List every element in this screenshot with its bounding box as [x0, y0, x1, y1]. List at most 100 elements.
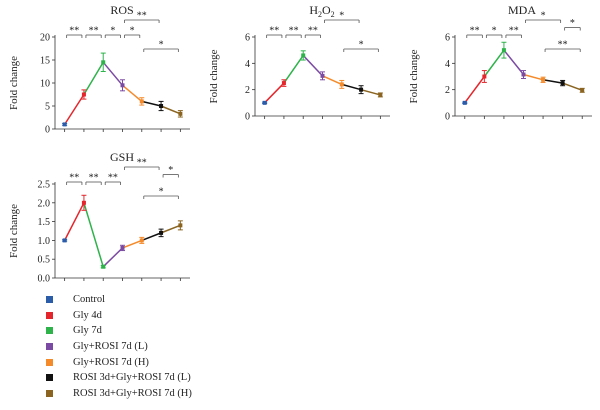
series-segment [483, 49, 505, 77]
data-point [101, 60, 106, 65]
y-tick-label: 20 [40, 33, 50, 44]
y-axis-label: Fold change [8, 56, 20, 110]
legend-label: Gly+ROSI 7d (H) [73, 356, 149, 368]
series-segment [102, 247, 124, 268]
y-tick-label: 0 [245, 112, 250, 123]
data-point [521, 72, 526, 77]
legend-item: Gly 7d [46, 323, 192, 339]
y-axis-label: Fold change [408, 49, 420, 103]
data-point [541, 77, 546, 82]
significance-label: * [159, 40, 164, 51]
y-tick-label: 0.5 [38, 255, 51, 266]
data-point [139, 238, 144, 243]
data-point [339, 82, 344, 87]
series-segment [464, 76, 485, 104]
chart-title: H2O2 [309, 3, 334, 19]
series-segment [322, 75, 343, 86]
chart-title: GSH [110, 150, 134, 164]
significance-label: * [168, 165, 173, 176]
y-tick-label: 0 [445, 112, 450, 123]
data-point [101, 264, 106, 269]
y-tick-label: 2 [445, 85, 450, 96]
chart-title: ROS [110, 3, 133, 17]
legend-label: Gly+ROSI 7d (L) [73, 341, 148, 353]
y-tick-label: 1.5 [38, 217, 51, 228]
series-segment [562, 82, 583, 92]
y-tick-label: 2 [245, 85, 250, 96]
series-segment [83, 202, 104, 267]
data-point [178, 111, 183, 116]
y-tick-label: 1.0 [38, 236, 51, 247]
data-point [81, 92, 86, 97]
legend-label: ROSI 3d+Gly+ROSI 7d (H) [73, 387, 192, 399]
significance-label: ** [289, 26, 299, 37]
legend-label: Gly 7d [73, 325, 102, 337]
legend-swatch [46, 389, 53, 397]
significance-label: ** [558, 40, 568, 51]
data-point [482, 74, 487, 79]
data-point [281, 81, 286, 86]
y-tick-label: 6 [245, 33, 250, 44]
significance-label: ** [470, 26, 480, 37]
data-point [378, 92, 383, 97]
series-segment [264, 82, 285, 104]
significance-label: * [110, 26, 115, 37]
data-point [159, 104, 164, 108]
y-tick-label: 0.0 [38, 274, 51, 285]
data-point [120, 245, 125, 250]
significance-label: ** [69, 173, 79, 184]
legend-swatch [46, 296, 53, 304]
legend-item: Gly+ROSI 7d (L) [46, 339, 192, 355]
series-segment [160, 105, 181, 115]
series-segment [122, 84, 143, 102]
significance-label: * [130, 26, 135, 37]
y-axis-label: Fold change [208, 49, 220, 103]
legend-swatch [46, 374, 53, 382]
data-point [501, 48, 506, 53]
data-point [359, 87, 364, 92]
y-tick-label: 2.0 [38, 198, 51, 209]
y-tick-label: 15 [40, 56, 50, 67]
data-point [262, 100, 267, 105]
series-segment [283, 55, 304, 84]
series-segment [64, 94, 85, 125]
series-segment [523, 73, 544, 81]
series-segment [63, 202, 85, 241]
data-point [120, 83, 125, 88]
data-point [320, 73, 325, 78]
significance-label: ** [69, 26, 79, 37]
legend-item: ROSI 3d+Gly+ROSI 7d (L) [46, 370, 192, 386]
legend-item: Control [46, 292, 192, 308]
legend-item: Gly+ROSI 7d (H) [46, 354, 192, 370]
legend-swatch [46, 327, 53, 335]
legend-swatch [46, 358, 53, 366]
data-point [580, 88, 585, 93]
y-tick-label: 0 [45, 125, 50, 136]
data-point [139, 99, 144, 104]
y-tick-label: 2.5 [38, 180, 51, 191]
significance-label: ** [89, 26, 99, 37]
series-segment [141, 100, 162, 107]
legend-label: Gly 4d [73, 309, 102, 321]
series-segment [341, 83, 362, 91]
significance-label: * [570, 18, 575, 29]
data-point [159, 230, 164, 235]
significance-label: * [159, 187, 164, 198]
legend-label: Control [73, 294, 106, 306]
significance-label: ** [89, 173, 99, 184]
significance-label: ** [137, 158, 147, 169]
data-point [301, 53, 306, 58]
series-segment [160, 224, 181, 234]
data-point [62, 122, 67, 127]
legend-swatch [46, 343, 53, 351]
legend-item: ROSI 3d+Gly+ROSI 7d (H) [46, 386, 192, 402]
series-segment [141, 232, 162, 242]
significance-label: * [541, 11, 546, 22]
legend-label: ROSI 3d+Gly+ROSI 7d (L) [73, 372, 191, 384]
y-tick-label: 6 [445, 33, 450, 44]
significance-label: ** [108, 173, 118, 184]
